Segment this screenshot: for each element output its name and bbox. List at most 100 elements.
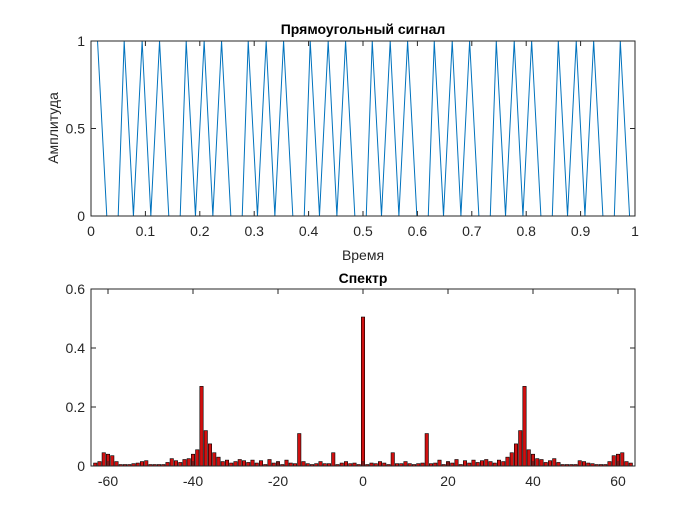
- spectrum-bar: [186, 458, 191, 467]
- spectrum-bar: [547, 460, 552, 467]
- spectrum-bar: [488, 461, 493, 467]
- spectrum-bar: [552, 458, 557, 467]
- spectrum-bar: [284, 459, 289, 467]
- spectrum-bar: [462, 460, 467, 467]
- spectrum-bar: [501, 461, 506, 467]
- spectrum-bar: [360, 316, 365, 467]
- signal-x-tick-label: 1: [631, 223, 639, 239]
- spectrum-bar: [620, 452, 625, 467]
- spectrum-bar: [454, 459, 459, 467]
- spectrum-x-tick-label: 40: [525, 473, 541, 489]
- spectrum-bar: [518, 430, 523, 467]
- spectrum-bar: [513, 443, 518, 467]
- spectrum-bar: [220, 461, 225, 467]
- spectrum-x-tick-label: 60: [610, 473, 626, 489]
- spectrum-bar: [577, 460, 582, 467]
- spectrum-bar: [301, 461, 306, 467]
- spectrum-bar: [258, 460, 263, 467]
- signal-plot-xlabel: Время: [342, 247, 384, 263]
- spectrum-bar: [343, 461, 348, 467]
- spectrum-bar: [479, 460, 484, 467]
- spectrum-x-tick-label: 20: [440, 473, 456, 489]
- signal-x-tick-label: 0.4: [299, 223, 319, 239]
- signal-x-tick-label: 0.9: [571, 223, 591, 239]
- spectrum-bar: [471, 459, 476, 467]
- spectrum-y-tick-label: 0.2: [66, 399, 86, 415]
- spectrum-bar: [607, 461, 612, 467]
- spectrum-bar: [242, 460, 247, 467]
- spectrum-bar: [101, 452, 106, 467]
- spectrum-bar: [199, 386, 204, 467]
- spectrum-bar: [526, 449, 531, 467]
- spectrum-bar: [484, 459, 489, 467]
- spectrum-bar: [110, 455, 115, 467]
- spectrum-bar: [297, 433, 302, 467]
- spectrum-bar: [212, 452, 217, 467]
- spectrum-bar: [114, 461, 119, 467]
- spectrum-bar: [611, 455, 616, 467]
- spectrum-bar: [165, 462, 170, 467]
- spectrum-bar: [496, 459, 501, 467]
- spectrum-bar: [144, 460, 149, 467]
- spectrum-bar: [233, 461, 238, 467]
- spectrum-bar: [543, 462, 548, 467]
- signal-plot-ylabel: Амплитуда: [45, 92, 61, 164]
- signal-x-tick-label: 0.6: [408, 223, 428, 239]
- spectrum-bar: [250, 459, 255, 467]
- signal-plot-title: Прямоугольный сигнал: [281, 21, 446, 37]
- signal-x-tick-label: 0.7: [462, 223, 482, 239]
- spectrum-bar: [539, 459, 544, 467]
- signal-plot: Прямоугольный сигнал Время Амплитуда 0 0.…: [45, 21, 639, 263]
- spectrum-bar: [505, 456, 510, 467]
- spectrum-bar: [377, 461, 382, 467]
- spectrum-bar: [216, 456, 221, 467]
- signal-y-tick-label: 0.5: [66, 121, 86, 137]
- spectrum-x-tick-label: -60: [98, 473, 118, 489]
- spectrum-bar: [178, 462, 183, 467]
- spectrum-bar: [174, 460, 179, 467]
- spectrum-bar: [624, 461, 629, 467]
- spectrum-bar: [267, 459, 272, 467]
- signal-y-tick-label: 1: [77, 33, 85, 49]
- spectrum-bar: [208, 443, 213, 467]
- signal-x-tick-label: 0.5: [353, 223, 373, 239]
- spectrum-x-tick-label: 0: [359, 473, 367, 489]
- spectrum-bar: [203, 430, 208, 467]
- spectrum-y-tick-label: 0: [77, 458, 85, 474]
- spectrum-bar: [390, 452, 395, 467]
- spectrum-bar: [331, 452, 336, 467]
- spectrum-y-tick-label: 0.4: [66, 340, 86, 356]
- spectrum-bar: [225, 459, 230, 467]
- signal-x-tick-label: 0.3: [244, 223, 264, 239]
- signal-x-tick-label: 0: [87, 223, 95, 239]
- spectrum-bar: [475, 462, 480, 467]
- spectrum-bar: [535, 458, 540, 467]
- spectrum-bar: [195, 449, 200, 467]
- signal-x-tick-label: 0.8: [516, 223, 536, 239]
- spectrum-plot-title: Спектр: [339, 270, 388, 286]
- spectrum-bar: [556, 462, 561, 467]
- spectrum-bar: [522, 386, 527, 467]
- spectrum-bar: [318, 461, 323, 467]
- spectrum-x-tick-label: -40: [183, 473, 203, 489]
- spectrum-bar: [97, 461, 102, 467]
- spectrum-bar: [509, 452, 514, 467]
- signal-y-tick-label: 0: [77, 208, 85, 224]
- spectrum-bar: [581, 461, 586, 467]
- spectrum-plot: Спектр -60 -40 -20 0 20 40 60 0 0.2 0.4 0.6: [66, 270, 636, 489]
- spectrum-bar: [140, 461, 145, 467]
- spectrum-x-tick-label: -20: [268, 473, 288, 489]
- spectrum-bar: [182, 459, 187, 467]
- spectrum-bar: [246, 462, 251, 467]
- spectrum-bar: [424, 433, 429, 467]
- spectrum-y-tick-label: 0.6: [66, 281, 86, 297]
- spectrum-bar: [403, 461, 408, 467]
- spectrum-bar: [169, 458, 174, 467]
- signal-x-tick-label: 0.2: [190, 223, 210, 239]
- signal-line: [97, 40, 631, 217]
- signal-x-tick-label: 0.1: [136, 223, 156, 239]
- spectrum-bar: [437, 459, 442, 467]
- spectrum-bar: [237, 459, 242, 467]
